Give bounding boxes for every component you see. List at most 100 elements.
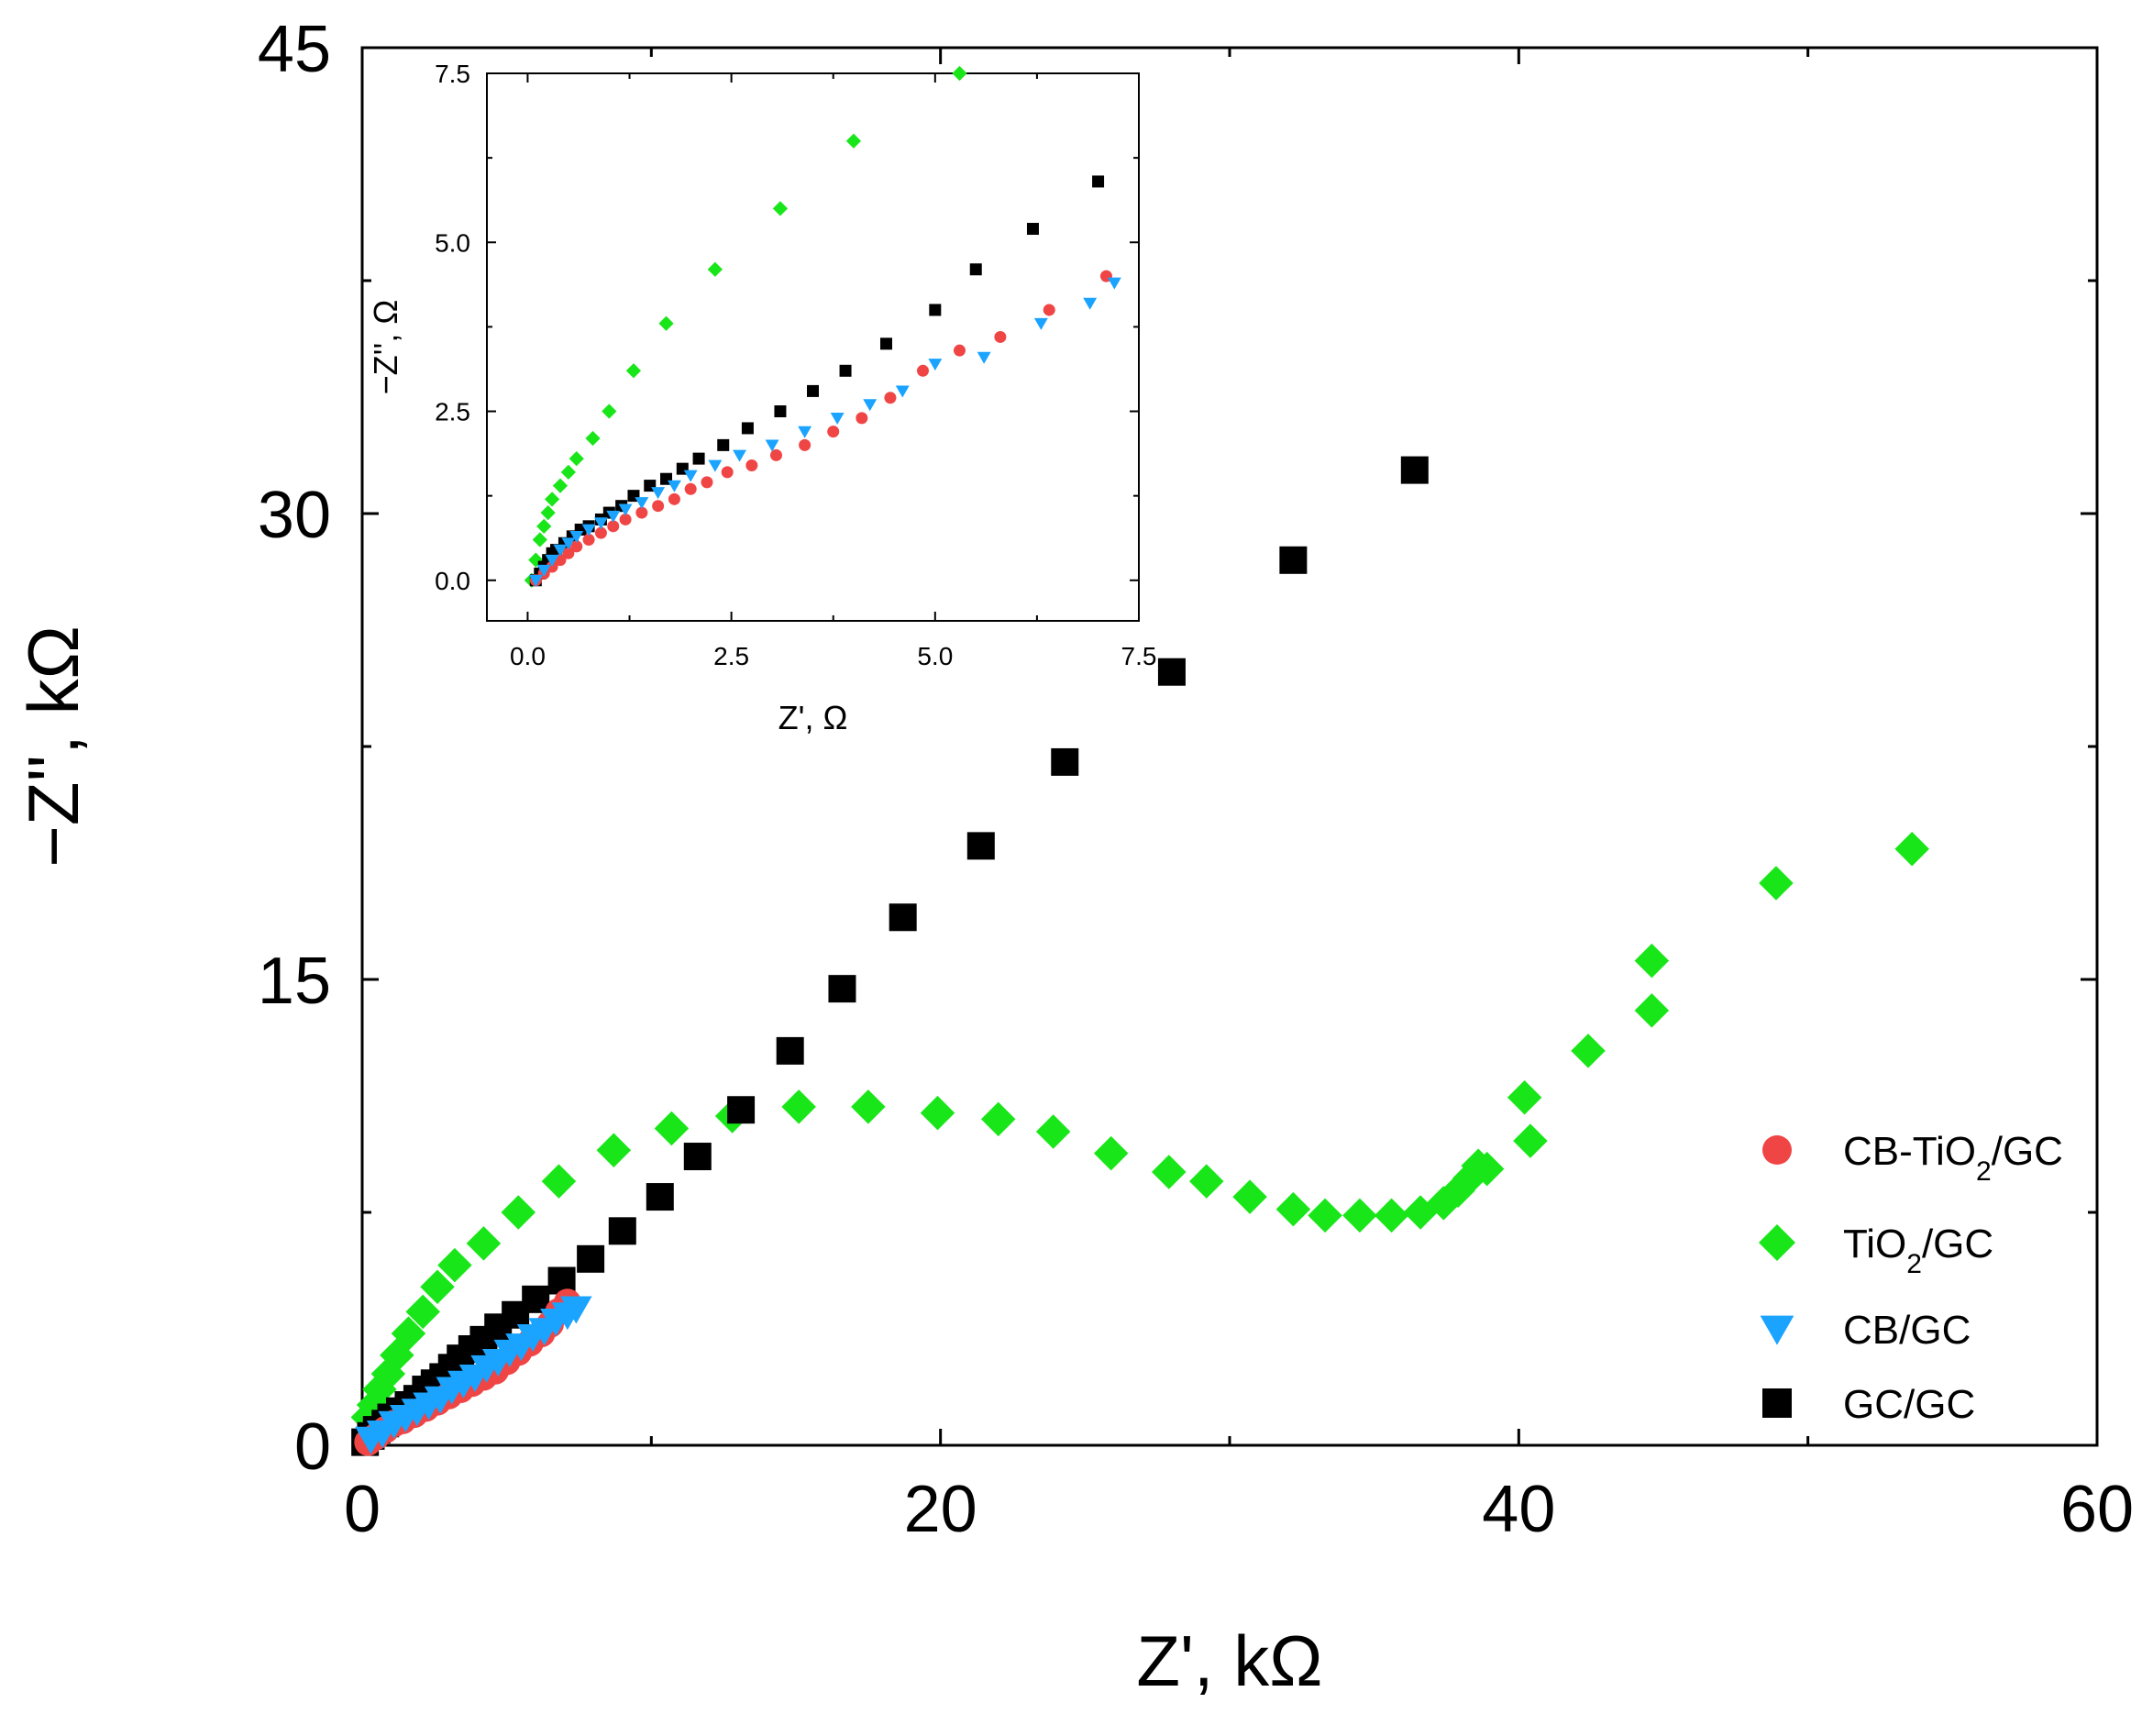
inset-point-cb-tio2-gc (570, 540, 583, 553)
main-point-tio2-gc (391, 1316, 426, 1351)
inset-point-tio2-gc (544, 492, 560, 507)
inset-point-cb-gc (895, 385, 910, 398)
inset-point-cb-gc (581, 524, 596, 536)
main-point-gc-gc (1051, 747, 1079, 776)
main-point-tio2-gc (1894, 832, 1929, 867)
main-point-tio2-gc (1634, 993, 1670, 1028)
main-point-tio2-gc (1374, 1198, 1409, 1233)
inset-x-axis-title: Z', Ω (778, 699, 848, 736)
main-point-gc-gc (776, 1036, 804, 1065)
inset-point-cb-tio2-gc (721, 466, 734, 479)
inset-point-cb-gc (536, 564, 551, 577)
inset-point-tio2-gc (569, 450, 584, 467)
inset-point-cb-gc (651, 487, 666, 500)
main-point-tio2-gc (1513, 1123, 1548, 1158)
main-point-cb-gc (560, 1296, 592, 1324)
inset-point-tio2-gc (532, 532, 547, 547)
inset-point-tio2-gc (552, 478, 569, 493)
main-point-tio2-gc (1093, 1135, 1129, 1171)
inset-point-cb-gc (528, 574, 543, 587)
legend-marker-gc-gc (1762, 1388, 1792, 1418)
inset-point-cb-tio2-gc (1043, 304, 1055, 316)
main-series-tio2-gc (350, 832, 1929, 1435)
inset-point-gc-gc (807, 384, 819, 397)
main-point-tio2-gc (1275, 1191, 1311, 1227)
inset-point-cb-gc (863, 399, 878, 412)
main-series-cb-gc (355, 1296, 592, 1454)
inset-point-tio2-gc (560, 464, 576, 480)
main-y-axis-title: −Z'', kΩ (13, 625, 94, 868)
main-x-tick-label: 20 (904, 1473, 977, 1546)
inset-point-cb-gc (561, 537, 576, 550)
main-point-tio2-gc (1634, 943, 1670, 979)
inset-point-cb-tio2-gc (684, 482, 697, 495)
main-point-gc-gc (727, 1096, 756, 1124)
inset-point-cb-tio2-gc (884, 392, 897, 404)
main-point-tio2-gc (596, 1133, 632, 1168)
main-x-tick-label: 40 (1482, 1473, 1555, 1546)
inset-point-cb-tio2-gc (582, 534, 595, 547)
inset-point-cb-gc (635, 497, 649, 510)
main-point-gc-gc (966, 832, 995, 860)
inset-x-tick-label: 5.0 (917, 642, 953, 670)
legend-label: GC/GC (1843, 1382, 1975, 1427)
inset-y-axis-title: −Z'', Ω (367, 300, 404, 395)
inset-point-cb-tio2-gc (619, 513, 632, 525)
main-point-tio2-gc (1507, 1079, 1542, 1115)
main-y-tick-label: 30 (258, 479, 331, 552)
inset-point-cb-gc (569, 531, 584, 544)
inset-point-cb-gc (593, 517, 608, 530)
main-y-tick-label: 45 (258, 13, 331, 86)
main-point-tio2-gc (405, 1294, 440, 1330)
legend-marker-cb-gc (1760, 1315, 1794, 1345)
inset-point-cb-tio2-gc (562, 547, 575, 559)
main-point-gc-gc (608, 1217, 636, 1245)
inset-point-cb-gc (683, 470, 698, 482)
inset-point-gc-gc (1092, 175, 1105, 188)
inset-x-tick-label: 2.5 (713, 642, 749, 670)
inset-point-gc-gc (839, 364, 852, 377)
inset-point-cb-tio2-gc (668, 492, 680, 505)
main-x-axis-title: Z', kΩ (1136, 1620, 1322, 1701)
main-point-tio2-gc (420, 1269, 455, 1305)
inset-point-cb-tio2-gc (607, 520, 620, 533)
inset-point-cb-gc (1083, 297, 1098, 310)
inset-point-cb-gc (606, 510, 621, 523)
legend-item-gc-gc: GC/GC (1762, 1382, 1975, 1427)
main-point-tio2-gc (654, 1111, 690, 1146)
inset-point-gc-gc (692, 452, 705, 465)
inset-point-cb-tio2-gc (856, 412, 868, 425)
legend-marker-cb-tio2-gc (1762, 1135, 1792, 1165)
inset-point-gc-gc (774, 405, 787, 418)
inset-y-tick-label: 0.0 (435, 567, 470, 595)
main-point-gc-gc (1157, 658, 1186, 686)
inset-y-tick-label: 5.0 (435, 228, 470, 257)
legend-marker-tio2-gc (1759, 1224, 1795, 1261)
inset-point-tio2-gc (536, 518, 552, 534)
inset-point-tio2-gc (845, 133, 862, 149)
inset-point-cb-gc (765, 439, 779, 452)
main-point-tio2-gc (1759, 866, 1794, 901)
main-point-gc-gc (577, 1244, 605, 1273)
inset-point-tio2-gc (602, 404, 617, 419)
inset-point-tio2-gc (540, 504, 556, 521)
inset-point-cb-gc (928, 359, 943, 371)
inset-point-cb-gc (618, 503, 633, 516)
inset-point-tio2-gc (585, 430, 601, 447)
inset-x-tick-label: 0.0 (510, 642, 546, 670)
inset-point-gc-gc (717, 438, 730, 451)
inset-point-gc-gc (879, 337, 892, 350)
inset-point-cb-tio2-gc (652, 500, 665, 513)
inset-point-tio2-gc (707, 261, 723, 277)
main-point-tio2-gc (1189, 1164, 1224, 1199)
inset-y-tick-label: 2.5 (435, 398, 470, 426)
main-x-tick-label: 60 (2060, 1473, 2134, 1546)
inset-point-tio2-gc (952, 65, 967, 82)
inset-y-tick-label: 7.5 (435, 60, 470, 88)
inset-point-tio2-gc (625, 363, 642, 379)
inset-point-cb-tio2-gc (770, 448, 783, 461)
inset-point-cb-gc (1033, 317, 1048, 330)
main-point-tio2-gc (920, 1095, 955, 1131)
main-point-tio2-gc (541, 1164, 577, 1199)
